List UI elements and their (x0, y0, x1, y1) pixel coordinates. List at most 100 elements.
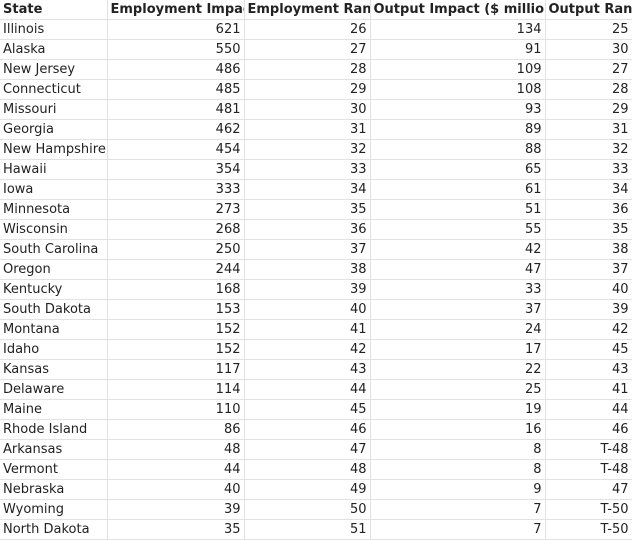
table-cell: 49 (244, 479, 371, 500)
table-cell: 114 (107, 379, 245, 400)
table-cell: 17 (370, 339, 546, 360)
table-cell: 621 (107, 19, 245, 40)
table-cell: 88 (370, 139, 546, 160)
table-cell: 47 (370, 259, 546, 280)
table-cell: North Dakota (0, 519, 108, 540)
table-cell: 38 (244, 259, 371, 280)
table-cell: 47 (244, 439, 371, 460)
table-row: New Jersey 486 28 109 27 (0, 59, 632, 80)
table-cell: 27 (545, 59, 632, 80)
table-cell: 65 (370, 159, 546, 180)
header-cell: State (0, 0, 108, 20)
table-cell: 25 (370, 379, 546, 400)
table-cell: 43 (244, 359, 371, 380)
table-cell: 37 (244, 239, 371, 260)
table-row: Kentucky 168 39 33 40 (0, 279, 632, 300)
table-body: Illinois 621 26 134 25 Alaska 550 27 91 30 New Jer… (0, 19, 632, 540)
table-cell: 44 (244, 379, 371, 400)
table-cell: 34 (244, 179, 371, 200)
table-row: Nebraska 40 49 9 47 (0, 479, 632, 500)
table-cell: 153 (107, 299, 245, 320)
table-cell: 8 (370, 439, 546, 460)
table-cell: 61 (370, 179, 546, 200)
table-row: Rhode Island 86 46 16 46 (0, 419, 632, 440)
table-cell: 86 (107, 419, 245, 440)
table-cell: 109 (370, 59, 546, 80)
table-cell: T-48 (545, 459, 632, 480)
table-row: Hawaii 354 33 65 33 (0, 159, 632, 180)
table-cell: 152 (107, 339, 245, 360)
table-cell: 91 (370, 39, 546, 60)
table-row: South Carolina 250 37 42 38 (0, 239, 632, 260)
table-cell: 9 (370, 479, 546, 500)
table-cell: 50 (244, 499, 371, 520)
table-row: Iowa 333 34 61 34 (0, 179, 632, 200)
table-cell: 22 (370, 359, 546, 380)
table-cell: T-48 (545, 439, 632, 460)
table-cell: 48 (244, 459, 371, 480)
table-cell: 462 (107, 119, 245, 140)
table-cell: 152 (107, 319, 245, 340)
table-cell: 168 (107, 279, 245, 300)
table-cell: Iowa (0, 179, 108, 200)
table-cell: 38 (545, 239, 632, 260)
table-cell: 32 (244, 139, 371, 160)
table-cell: 454 (107, 139, 245, 160)
table-cell: Wyoming (0, 499, 108, 520)
table-cell: Idaho (0, 339, 108, 360)
table-cell: 36 (545, 199, 632, 220)
table-row: New Hampshire 454 32 88 32 (0, 139, 632, 160)
table-row: Maine 110 45 19 44 (0, 399, 632, 420)
table-row: Connecticut 485 29 108 28 (0, 79, 632, 100)
header-cell: Output Rank (545, 0, 632, 20)
table-cell: 29 (244, 79, 371, 100)
table-cell: 24 (370, 319, 546, 340)
table-cell: 550 (107, 39, 245, 60)
table-cell: Kentucky (0, 279, 108, 300)
header-row: State Employment Impact Employment Rank Out… (0, 0, 632, 20)
table-cell: 117 (107, 359, 245, 380)
table-row: Missouri 481 30 93 29 (0, 99, 632, 120)
table-row: Kansas 117 43 22 43 (0, 359, 632, 380)
table-cell: 481 (107, 99, 245, 120)
table-row: Vermont 44 48 8 T-48 (0, 459, 632, 480)
table-cell: 27 (244, 39, 371, 60)
table-cell: 30 (244, 99, 371, 120)
table-cell: 40 (107, 479, 245, 500)
table-cell: 89 (370, 119, 546, 140)
table-cell: 250 (107, 239, 245, 260)
table-cell: 354 (107, 159, 245, 180)
table-cell: 485 (107, 79, 245, 100)
table-cell: 35 (244, 199, 371, 220)
table-cell: 46 (244, 419, 371, 440)
table-cell: Delaware (0, 379, 108, 400)
table-cell: Montana (0, 319, 108, 340)
table-cell: 48 (107, 439, 245, 460)
table-cell: 41 (545, 379, 632, 400)
table-cell: 486 (107, 59, 245, 80)
table-cell: 28 (244, 59, 371, 80)
table-cell: 39 (107, 499, 245, 520)
table-cell: Alaska (0, 39, 108, 60)
table-cell: South Carolina (0, 239, 108, 260)
table-cell: Connecticut (0, 79, 108, 100)
table-row: Wisconsin 268 36 55 35 (0, 219, 632, 240)
table-cell: Georgia (0, 119, 108, 140)
table-cell: Hawaii (0, 159, 108, 180)
table-cell: 42 (545, 319, 632, 340)
table-cell: Rhode Island (0, 419, 108, 440)
table-cell: 34 (545, 179, 632, 200)
table-cell: 31 (545, 119, 632, 140)
table-cell: Nebraska (0, 479, 108, 500)
table-row: Idaho 152 42 17 45 (0, 339, 632, 360)
table-cell: 46 (545, 419, 632, 440)
table-cell: New Jersey (0, 59, 108, 80)
table-cell: 39 (244, 279, 371, 300)
table-cell: 30 (545, 39, 632, 60)
table-cell: 29 (545, 99, 632, 120)
table-cell: 51 (370, 199, 546, 220)
table-cell: New Hampshire (0, 139, 108, 160)
table-cell: 108 (370, 79, 546, 100)
table-cell: 134 (370, 19, 546, 40)
